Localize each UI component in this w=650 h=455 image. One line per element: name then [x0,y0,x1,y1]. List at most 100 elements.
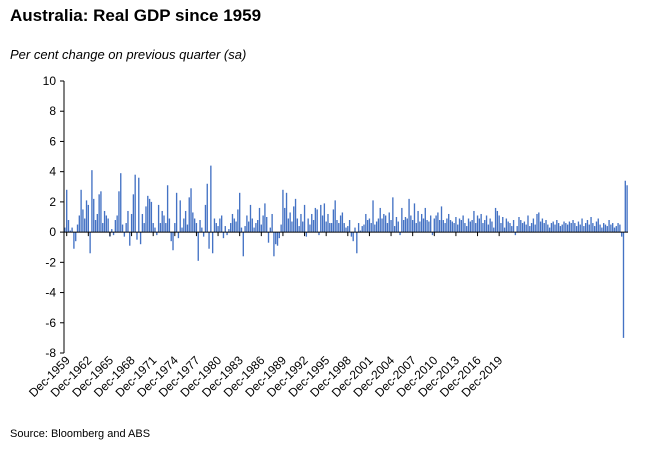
bar [357,223,360,233]
bar [325,221,327,233]
bar [489,218,491,233]
bar [502,217,504,233]
bar [475,223,477,233]
bar [457,224,459,233]
bar [71,227,73,233]
x-axis: Dec-1959Dec-1962Dec-1965Dec-1968Dec-1971… [26,231,628,400]
bar [127,210,129,233]
bar [213,218,216,233]
bar [64,227,66,233]
bar [511,226,513,233]
bar [314,207,317,233]
bar [165,223,167,233]
bar [592,223,594,233]
bar [244,226,246,233]
bar [610,224,612,233]
bar [220,215,223,233]
bar [85,200,88,233]
bar [230,223,232,233]
bar [557,223,560,233]
bar [219,218,221,233]
bar [202,232,205,237]
bar [120,173,122,233]
bar [208,232,210,249]
bar [435,215,437,233]
bar [69,230,71,233]
bar [516,226,518,233]
bar [282,189,284,233]
bar [590,217,592,233]
bar [579,224,581,233]
bar [276,232,279,246]
bar [175,192,178,233]
bar [141,213,144,233]
bar [347,226,349,233]
bar [330,223,333,233]
bar [534,224,536,233]
bar [509,223,511,233]
bar [249,204,252,233]
bar [428,221,430,233]
bar [381,218,383,233]
bar [67,220,70,233]
bar [547,224,549,233]
bar [368,218,371,233]
y-tick-label: -8 [45,346,56,360]
bar [421,213,423,233]
bar [603,223,605,233]
bar [246,215,248,233]
bar [520,220,522,233]
bar [480,213,482,233]
bar [262,215,264,233]
bar [613,227,616,233]
bar [183,218,185,233]
bar [383,213,385,233]
bar [608,220,610,233]
bar [78,215,80,233]
bar [417,210,419,233]
bar [572,220,574,233]
bar [235,221,237,233]
bar [103,210,106,233]
bar [622,232,625,338]
chart-title: Australia: Real GDP since 1959 [10,6,262,25]
bar [619,224,621,233]
bar [285,192,288,233]
bar [586,220,589,233]
bar [159,223,162,233]
bar [521,223,524,233]
chart-subtitle: Per cent change on previous quarter (sa) [10,47,247,62]
bar [105,215,108,233]
bar [496,210,499,233]
bar [260,224,262,233]
bar [121,224,124,233]
bar [114,220,117,233]
bar [548,227,551,233]
bar [437,212,439,233]
bar [485,215,488,233]
bar [130,213,133,233]
bar [352,232,354,242]
bar [568,221,571,233]
bar [476,215,479,233]
bar [595,221,598,233]
bar [621,232,623,237]
bar [530,223,533,233]
y-tick-label: 2 [49,195,56,209]
bar [237,209,239,233]
bar [615,226,617,233]
bar [284,207,286,233]
bar [134,174,136,233]
bar [512,220,515,233]
bar [412,220,414,233]
bar [541,218,544,233]
bar [98,194,100,233]
bar [217,226,219,233]
bar [100,191,102,233]
bar [388,212,390,233]
bar [224,226,226,233]
bar [471,220,473,233]
bar [166,185,169,233]
bar [89,232,91,254]
bar [123,232,126,237]
